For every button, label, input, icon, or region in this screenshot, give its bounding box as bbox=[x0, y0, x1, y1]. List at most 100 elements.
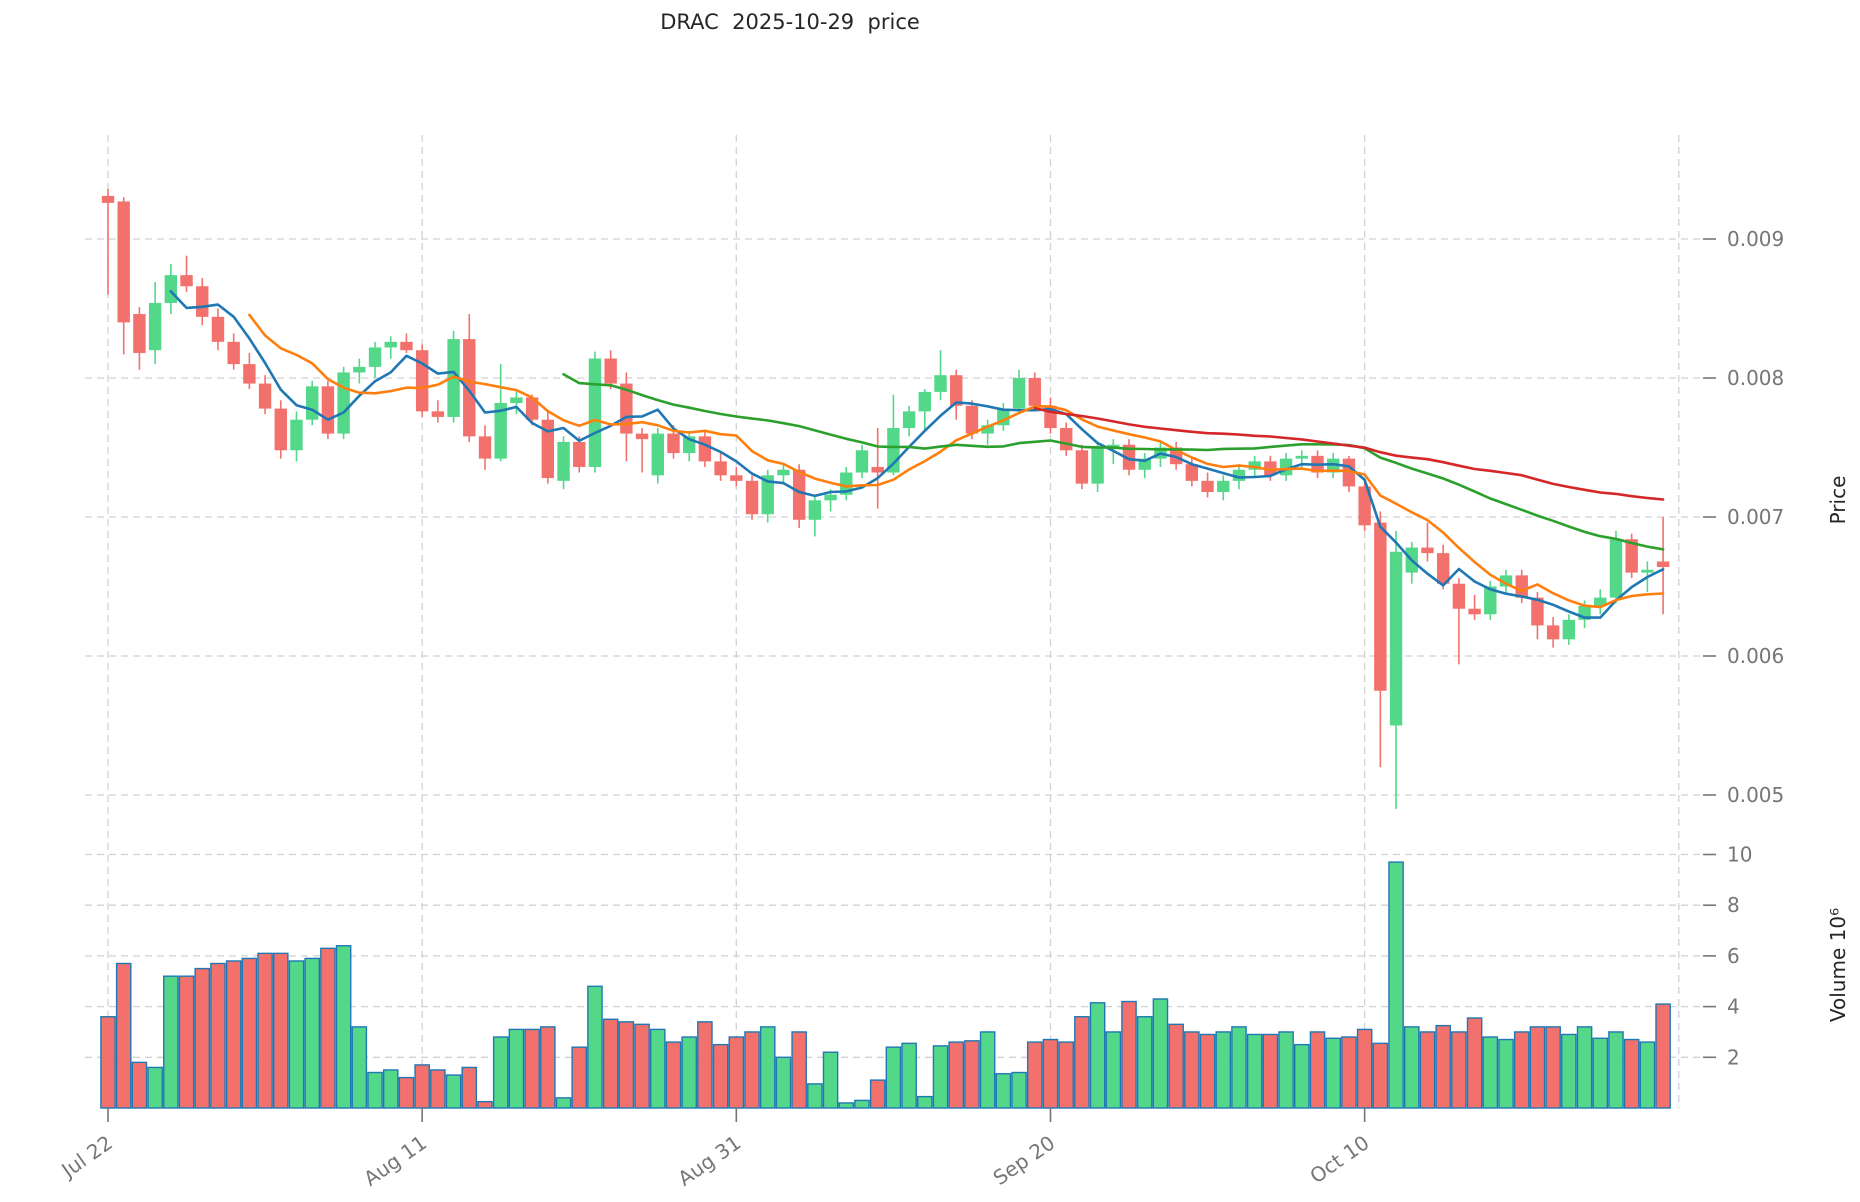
volume-bar bbox=[1231, 1026, 1247, 1109]
volume-bar bbox=[1545, 1026, 1561, 1109]
candle-body bbox=[1499, 575, 1513, 587]
volume-bar bbox=[1215, 1031, 1232, 1109]
volume-bar bbox=[1608, 1031, 1624, 1109]
volume-bar bbox=[1026, 1041, 1043, 1109]
volume-bar bbox=[115, 962, 132, 1109]
candle-body bbox=[1138, 458, 1151, 470]
candle-body bbox=[1374, 522, 1387, 691]
candle-body bbox=[1625, 539, 1638, 573]
volume-bar bbox=[681, 1036, 697, 1109]
candle-body bbox=[918, 391, 932, 412]
volume-bar bbox=[744, 1031, 760, 1109]
volume-bar bbox=[1419, 1031, 1436, 1109]
candle-body bbox=[651, 433, 664, 476]
volume-bar bbox=[1372, 1042, 1389, 1109]
candle-body bbox=[1075, 450, 1089, 484]
candle-body bbox=[258, 383, 272, 409]
volume-bar bbox=[508, 1028, 525, 1109]
candle-body bbox=[902, 411, 916, 429]
candle-body bbox=[541, 419, 555, 479]
volume-bar bbox=[838, 1102, 855, 1109]
ma-line-5 bbox=[169, 289, 1665, 619]
candle-body bbox=[1452, 583, 1466, 609]
volume-bar bbox=[367, 1071, 383, 1109]
volume-bar bbox=[775, 1056, 792, 1109]
candle-body bbox=[463, 339, 476, 437]
volume-bar bbox=[1074, 1016, 1090, 1109]
volume-bar bbox=[571, 1046, 588, 1109]
volume-tick-label: 6 bbox=[1727, 944, 1740, 968]
volume-tick-label: 10 bbox=[1727, 843, 1752, 867]
volume-bar bbox=[587, 985, 603, 1109]
candle-body bbox=[1389, 551, 1403, 726]
candle-body bbox=[1327, 458, 1340, 473]
candle-body bbox=[1656, 561, 1670, 568]
volume-bar bbox=[1388, 861, 1404, 1109]
candle-body bbox=[981, 425, 994, 434]
volume-bar bbox=[1089, 1002, 1106, 1109]
volume-bar bbox=[1011, 1071, 1027, 1109]
candle-body bbox=[525, 397, 539, 420]
volume-bar bbox=[1294, 1043, 1310, 1109]
volume-bar bbox=[555, 1097, 572, 1109]
volume-bar bbox=[1058, 1041, 1074, 1109]
volume-bar bbox=[728, 1036, 745, 1109]
price-tick-label: 0.008 bbox=[1727, 366, 1784, 390]
x-tick-label: Aug 11 bbox=[359, 1130, 431, 1190]
volume-bar bbox=[602, 1018, 619, 1109]
candle-body bbox=[133, 314, 146, 353]
candle-body bbox=[573, 441, 586, 467]
volume-bar bbox=[288, 960, 305, 1109]
candle-body bbox=[871, 466, 884, 473]
volume-bar bbox=[1121, 1000, 1137, 1109]
volume-bar bbox=[1042, 1038, 1059, 1109]
volume-bar bbox=[225, 960, 242, 1109]
volume-bar bbox=[1655, 1003, 1671, 1109]
candle-body bbox=[243, 364, 256, 384]
candle-body bbox=[290, 419, 303, 451]
ma-line-60 bbox=[1033, 406, 1665, 501]
candle-body bbox=[478, 436, 492, 459]
candle-body bbox=[730, 475, 743, 481]
volume-bar bbox=[272, 952, 289, 1109]
volume-bar bbox=[822, 1051, 839, 1109]
candle-body bbox=[1609, 539, 1623, 598]
volume-bar bbox=[1498, 1038, 1514, 1109]
candle-body bbox=[1421, 547, 1434, 554]
volume-bar bbox=[665, 1041, 682, 1109]
candle-body bbox=[698, 436, 712, 462]
volume-bar bbox=[1184, 1031, 1200, 1109]
price-tick-label: 0.006 bbox=[1727, 644, 1784, 668]
candle-body bbox=[148, 302, 162, 351]
volume-bar bbox=[979, 1031, 996, 1109]
x-tick-label: Oct 10 bbox=[1305, 1130, 1373, 1188]
candle-body bbox=[1358, 486, 1371, 526]
volume-bar bbox=[131, 1061, 148, 1109]
volume-bar bbox=[1561, 1033, 1577, 1109]
volume-bar bbox=[320, 947, 336, 1109]
volume-bar bbox=[1325, 1037, 1342, 1109]
volume-bar bbox=[854, 1099, 870, 1109]
volume-bar bbox=[351, 1026, 368, 1109]
candle-body bbox=[180, 275, 193, 287]
candle-body bbox=[1012, 378, 1026, 409]
price-axis-label: Price bbox=[1826, 476, 1850, 525]
candle-body bbox=[164, 275, 178, 303]
candle-body bbox=[1594, 597, 1607, 606]
chart-title: DRAC 2025-10-29 price bbox=[660, 10, 920, 34]
volume-bar bbox=[1529, 1026, 1546, 1109]
volume-bar bbox=[257, 952, 273, 1109]
volume-bar bbox=[1278, 1031, 1294, 1109]
volume-bar bbox=[712, 1043, 729, 1109]
candle-body bbox=[557, 441, 570, 481]
volume-bar bbox=[964, 1040, 980, 1109]
price-tick-label: 0.005 bbox=[1727, 783, 1784, 807]
volume-bar bbox=[1246, 1033, 1263, 1109]
candle-body bbox=[840, 472, 853, 495]
volume-bar bbox=[1356, 1028, 1373, 1109]
candle-body bbox=[1264, 461, 1277, 476]
volume-bar bbox=[1168, 1023, 1184, 1109]
candle-body bbox=[117, 201, 130, 323]
volume-bar bbox=[1136, 1016, 1153, 1109]
